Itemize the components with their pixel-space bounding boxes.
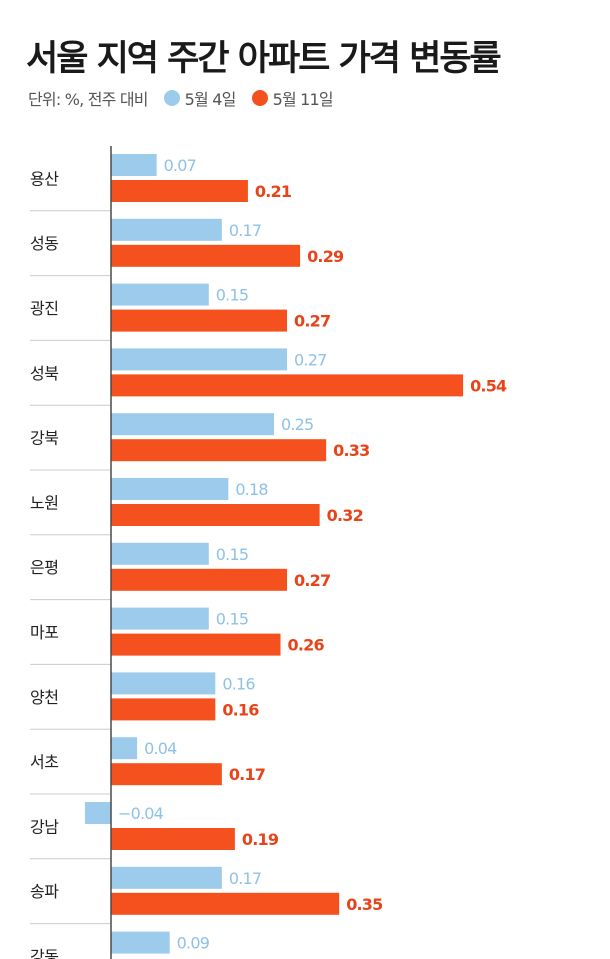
- legend-dot-series-b: [251, 90, 268, 106]
- bar-series-a: [111, 348, 288, 371]
- bar-series-a: [111, 866, 222, 889]
- bar-series-b: [111, 504, 320, 526]
- data-label-series-a: 0.15: [216, 286, 248, 305]
- category-label: 노원: [30, 493, 58, 512]
- data-label-series-a: −0.04: [118, 804, 164, 823]
- bar-series-b: [111, 439, 327, 462]
- bar-series-a: [111, 672, 216, 695]
- data-label-series-b: 0.33: [333, 441, 369, 460]
- bar-series-a: [111, 542, 209, 565]
- data-label-series-b: 0.27: [294, 571, 330, 590]
- data-label-series-b: 0.16: [222, 700, 259, 719]
- category-label: 송파: [30, 882, 59, 901]
- bar-series-a: [84, 802, 111, 824]
- bar-series-b: [111, 374, 464, 397]
- unit-note: 단위: %, 전주 대비: [28, 90, 148, 109]
- data-label-series-b: 0.29: [307, 247, 344, 266]
- bar-series-a: [111, 154, 157, 176]
- subtitle-row: 단위: %, 전주 대비 5월 4일 5월 11일: [28, 86, 334, 110]
- data-label-series-b: 0.27: [294, 312, 330, 331]
- bar-series-a: [111, 218, 222, 241]
- data-label-series-a: 0.16: [222, 674, 255, 693]
- category-label: 양천: [30, 688, 58, 707]
- data-label-series-a: 0.09: [177, 934, 210, 953]
- bar-series-a: [111, 413, 274, 436]
- legend-item-series-a: 5월 4일: [163, 86, 237, 110]
- bar-series-b: [111, 698, 216, 721]
- category-label: 광진: [30, 299, 58, 318]
- category-label: 강동: [30, 947, 58, 959]
- category-label: 성북: [30, 364, 58, 383]
- data-label-series-a: 0.17: [229, 869, 261, 888]
- data-label-series-b: 0.17: [229, 765, 265, 784]
- bar-series-b: [111, 309, 288, 332]
- data-label-series-a: 0.07: [164, 156, 196, 175]
- bar-series-a: [111, 737, 138, 760]
- data-label-series-b: 0.19: [242, 830, 279, 849]
- category-label: 은평: [30, 558, 58, 577]
- data-label-series-b: 0.26: [288, 636, 325, 655]
- bar-series-b: [111, 244, 301, 267]
- bar-series-b: [111, 568, 288, 591]
- bar-series-b: [111, 892, 340, 915]
- data-label-series-a: 0.25: [281, 415, 313, 434]
- category-label: 용산: [30, 169, 59, 188]
- legend-dot-series-a: [163, 90, 180, 106]
- data-label-series-b: 0.35: [346, 895, 383, 914]
- data-label-series-a: 0.27: [294, 350, 326, 369]
- data-label-series-a: 0.17: [229, 221, 261, 240]
- category-label: 서초: [30, 753, 58, 772]
- chart-title: 서울 지역 주간 아파트 가격 변동률: [26, 39, 502, 79]
- bar-series-a: [111, 283, 209, 306]
- category-label: 마포: [30, 623, 58, 642]
- data-label-series-b: 0.21: [255, 182, 292, 201]
- category-label: 강북: [30, 429, 58, 448]
- data-label-series-a: 0.15: [216, 545, 248, 564]
- data-label-series-a: 0.18: [235, 480, 268, 499]
- bar-series-b: [111, 633, 281, 656]
- legend-label-series-a: 5월 4일: [184, 90, 237, 109]
- data-label-series-a: 0.15: [216, 610, 248, 629]
- bar-series-b: [111, 180, 248, 202]
- category-label: 성동: [30, 234, 58, 253]
- bar-series-b: [111, 828, 235, 850]
- data-label-series-b: 0.32: [327, 506, 363, 525]
- data-label-series-a: 0.04: [144, 739, 177, 758]
- legend-item-series-b: 5월 11일: [251, 86, 334, 110]
- bar-series-a: [111, 931, 170, 954]
- category-label: 강남: [30, 817, 59, 836]
- legend-label-series-b: 5월 11일: [272, 90, 334, 109]
- bar-series-a: [111, 607, 209, 630]
- data-label-series-b: 0.54: [470, 376, 507, 395]
- bar-series-b: [111, 763, 222, 786]
- bar-series-a: [111, 478, 229, 500]
